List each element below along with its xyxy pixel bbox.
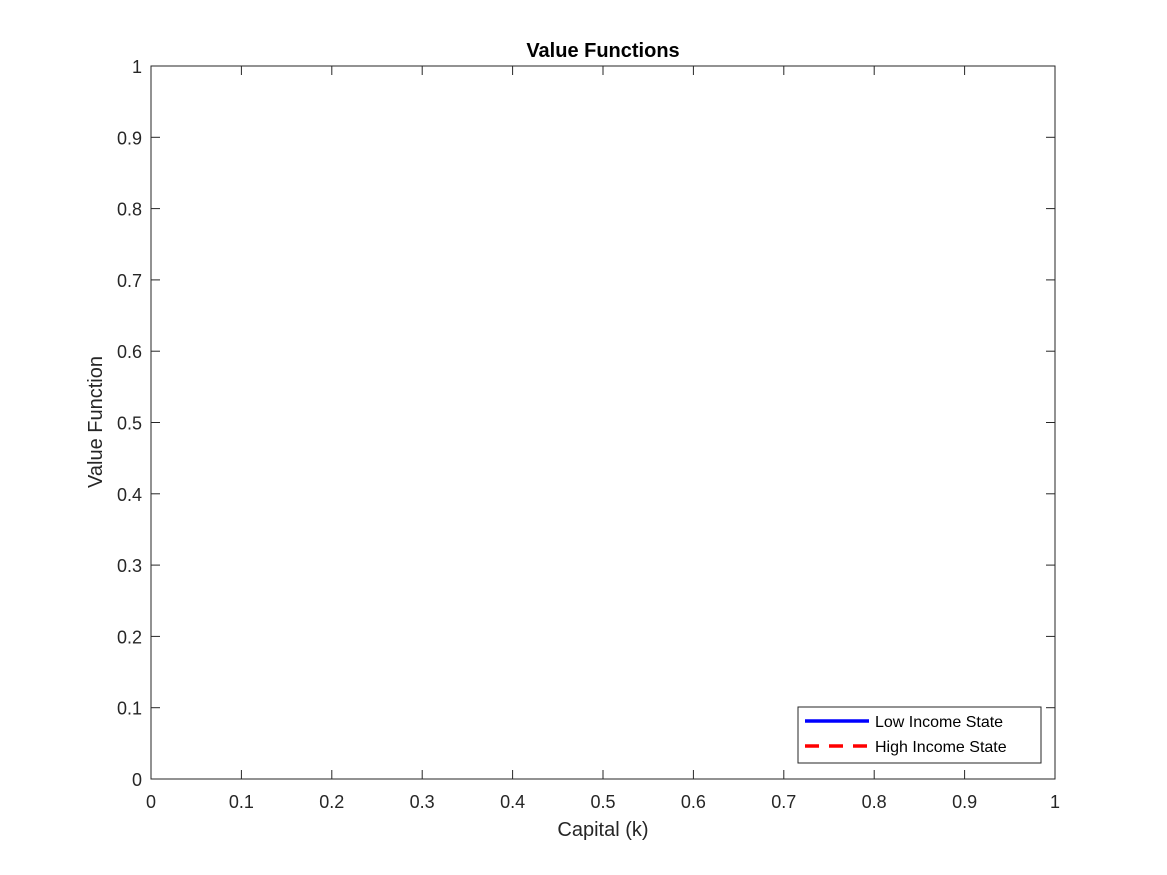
x-tick-label: 0.4 — [500, 792, 525, 812]
y-tick-label: 0.9 — [117, 128, 142, 148]
x-tick-label: 0.7 — [771, 792, 796, 812]
y-tick-label: 0.2 — [117, 627, 142, 647]
x-axis-label: Capital (k) — [557, 819, 648, 841]
x-tick-label: 0.3 — [410, 792, 435, 812]
chart-title: Value Functions — [526, 40, 679, 62]
y-tick-label: 1 — [132, 57, 142, 77]
y-tick-label: 0.3 — [117, 556, 142, 576]
legend-label-low-income: Low Income State — [875, 714, 1003, 731]
y-tick-label: 0.4 — [117, 485, 142, 505]
x-tick-label: 0.6 — [681, 792, 706, 812]
x-tick-label: 0.5 — [590, 792, 615, 812]
y-tick-label: 0.8 — [117, 200, 142, 220]
plot-area: 0 0.1 0.2 0.3 0.4 0.5 0.6 0.7 0.8 0.9 1 0 0.1 0.2 0.3… — [117, 57, 1060, 812]
x-tick-label: 0.2 — [319, 792, 344, 812]
x-tick-label: 0.1 — [229, 792, 254, 812]
x-tick-label: 0 — [146, 792, 156, 812]
x-tick-label: 0.8 — [862, 792, 887, 812]
y-tick-label: 0.7 — [117, 271, 142, 291]
legend: Low Income State High Income State — [797, 706, 1042, 764]
x-axis-ticks: 0 0.1 0.2 0.3 0.4 0.5 0.6 0.7 0.8 0.9 1 — [146, 66, 1060, 812]
axes-box — [150, 65, 1056, 780]
x-tick-label: 1 — [1050, 792, 1060, 812]
legend-box — [797, 706, 1042, 764]
y-axis-label: Value Function — [85, 356, 107, 488]
y-axis-ticks: 0 0.1 0.2 0.3 0.4 0.5 0.6 0.7 0.8 0.9 1 — [117, 57, 1055, 790]
y-tick-label: 0.6 — [117, 342, 142, 362]
y-tick-label: 0 — [132, 770, 142, 790]
y-tick-label: 0.1 — [117, 699, 142, 719]
y-tick-label: 0.5 — [117, 414, 142, 434]
legend-label-high-income: High Income State — [875, 739, 1007, 756]
x-tick-label: 0.9 — [952, 792, 977, 812]
